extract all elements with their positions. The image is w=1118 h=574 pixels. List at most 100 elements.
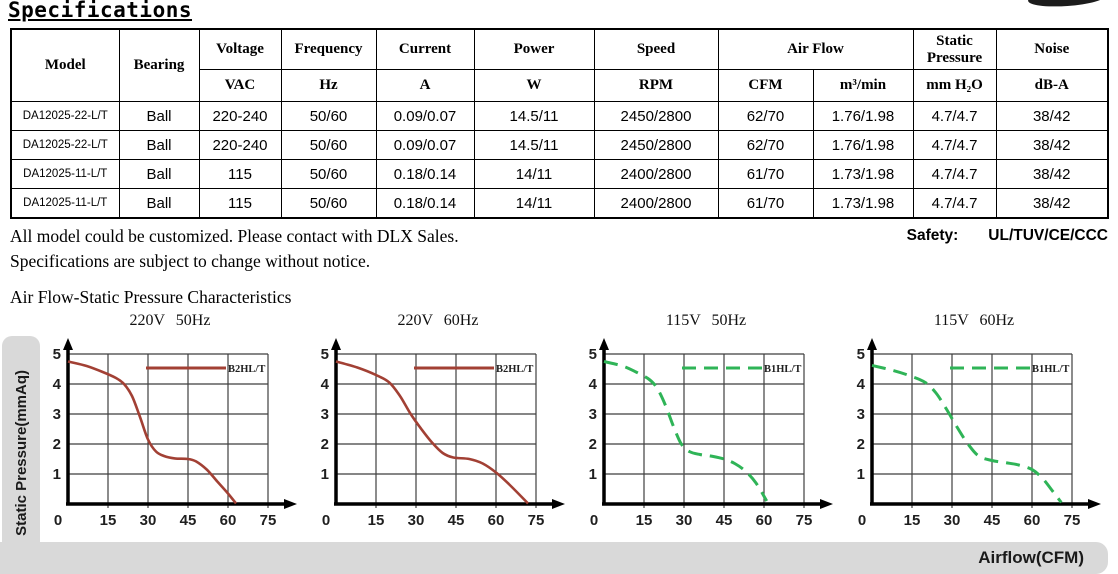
- unit-m3min: m³/min: [812, 69, 914, 102]
- x-tick-label: 0: [590, 512, 598, 529]
- table-cell: 38/42: [995, 101, 1109, 131]
- chart-220v-60hz: 220V 60Hz 1 2 3 4 5 0 15 30 45 60 75 B2HL/T: [310, 312, 566, 543]
- table-cell: Ball: [118, 130, 200, 160]
- table-cell: Ball: [118, 101, 200, 131]
- x-axis-label-panel: Airflow(CFM): [0, 542, 1108, 574]
- x-tick-label: 45: [448, 512, 465, 529]
- table-cell: 14.5/11: [473, 130, 595, 160]
- col-header-power: Power: [473, 28, 595, 70]
- cell-model: DA12025-11-L/T: [10, 188, 120, 219]
- x-tick-label: 15: [100, 512, 117, 529]
- table-cell: 2450/2800: [593, 130, 719, 160]
- cell-model: DA12025-22-L/T: [10, 101, 120, 131]
- y-tick-label: 2: [321, 436, 329, 453]
- table-cell: 0.18/0.14: [375, 188, 475, 219]
- x-tick-label: 45: [716, 512, 733, 529]
- table-cell: 14/11: [473, 159, 595, 189]
- table-row: DA12025-22-L/T Ball 220-240 50/60 0.09/0.07 1…: [10, 130, 1109, 160]
- x-tick-label: 15: [904, 512, 921, 529]
- unit-dba: dB-A: [995, 69, 1109, 102]
- x-tick-label: 30: [408, 512, 425, 529]
- y-tick-label: 2: [53, 436, 61, 453]
- table-cell: 115: [198, 159, 282, 189]
- y-axis-arrow: [331, 338, 341, 350]
- x-tick-label: 75: [528, 512, 545, 529]
- x-tick-label: 60: [220, 512, 237, 529]
- col-header-bearing: Bearing: [118, 28, 200, 102]
- x-tick-label: 60: [756, 512, 773, 529]
- x-axis-arrow: [1088, 499, 1101, 509]
- table-cell: 14.5/11: [473, 101, 595, 131]
- x-axis-arrow: [552, 499, 565, 509]
- col-header-noise: Noise: [995, 28, 1109, 70]
- unit-rpm: RPM: [593, 69, 719, 102]
- y-tick-label: 1: [321, 466, 329, 483]
- table-cell: 0.09/0.07: [375, 101, 475, 131]
- y-axis-arrow: [63, 338, 73, 350]
- chart-115v-60hz: 115V 60Hz 1 2 3 4 5 0 15 30 45 60 75 B1HL/T: [846, 312, 1102, 543]
- spec-table: Model Bearing Voltage Frequency Current …: [10, 28, 1109, 219]
- y-tick-label: 4: [321, 376, 330, 393]
- table-cell: 220-240: [198, 130, 282, 160]
- unit-hz: Hz: [280, 69, 377, 102]
- y-axis-arrow: [867, 338, 877, 350]
- table-cell: 1.73/1.98: [812, 188, 914, 219]
- table-cell: 61/70: [717, 159, 814, 189]
- legend-label: B2HL/T: [496, 364, 533, 375]
- x-axis-arrow: [284, 499, 297, 509]
- curve-b2hl-t: [67, 360, 238, 505]
- chart-title: 115V 60Hz: [933, 312, 1015, 329]
- safety-info: Safety: UL/TUV/CE/CCC: [907, 227, 1108, 245]
- x-tick-label: 0: [322, 512, 330, 529]
- table-row: DA12025-11-L/T Ball 115 50/60 0.18/0.14 14/11…: [10, 159, 1109, 189]
- col-header-current: Current: [375, 28, 475, 70]
- x-tick-label: 60: [488, 512, 505, 529]
- y-tick-label: 1: [589, 466, 597, 483]
- table-row: DA12025-11-L/T Ball 115 50/60 0.18/0.14 14/11…: [10, 188, 1109, 219]
- table-cell: 2400/2800: [593, 159, 719, 189]
- x-tick-label: 30: [140, 512, 157, 529]
- x-tick-label: 30: [944, 512, 961, 529]
- table-cell: 115: [198, 188, 282, 219]
- table-cell: 1.76/1.98: [812, 101, 914, 131]
- table-cell: 62/70: [717, 130, 814, 160]
- y-axis-label: Static Pressure(mmAq): [12, 370, 30, 536]
- cell-model: DA12025-22-L/T: [10, 130, 120, 160]
- x-tick-label: 75: [796, 512, 813, 529]
- unit-a: A: [375, 69, 475, 102]
- table-cell: 4.7/4.7: [912, 159, 997, 189]
- x-tick-label: 45: [180, 512, 197, 529]
- x-tick-label: 75: [260, 512, 277, 529]
- table-cell: 50/60: [280, 188, 377, 219]
- table-cell: 0.09/0.07: [375, 130, 475, 160]
- page-title: Specifications: [8, 0, 193, 22]
- table-cell: 0.18/0.14: [375, 159, 475, 189]
- y-tick-label: 3: [53, 406, 61, 423]
- y-tick-label: 4: [589, 376, 598, 393]
- table-cell: 14/11: [473, 188, 595, 219]
- table-cell: 220-240: [198, 101, 282, 131]
- table-cell: 2400/2800: [593, 188, 719, 219]
- unit-mmh2o: mm H₂O: [912, 69, 997, 102]
- table-cell: 50/60: [280, 101, 377, 131]
- x-tick-label: 0: [858, 512, 866, 529]
- curve-b1hl-t: [871, 363, 1063, 504]
- x-tick-label: 30: [676, 512, 693, 529]
- y-tick-label: 2: [589, 436, 597, 453]
- unit-w: W: [473, 69, 595, 102]
- col-header-airflow: Air Flow: [717, 28, 914, 70]
- col-header-speed: Speed: [593, 28, 719, 70]
- table-cell: 38/42: [995, 188, 1109, 219]
- legend-label: B1HL/T: [1032, 364, 1069, 375]
- table-row: DA12025-22-L/T Ball 220-240 50/60 0.09/0.07 1…: [10, 101, 1109, 131]
- table-cell: 62/70: [717, 101, 814, 131]
- x-tick-label: 15: [368, 512, 385, 529]
- y-tick-label: 5: [857, 346, 865, 363]
- x-axis-label: Airflow(CFM): [978, 548, 1084, 567]
- x-tick-label: 0: [54, 512, 62, 529]
- y-tick-label: 3: [589, 406, 597, 423]
- table-cell: 4.7/4.7: [912, 188, 997, 219]
